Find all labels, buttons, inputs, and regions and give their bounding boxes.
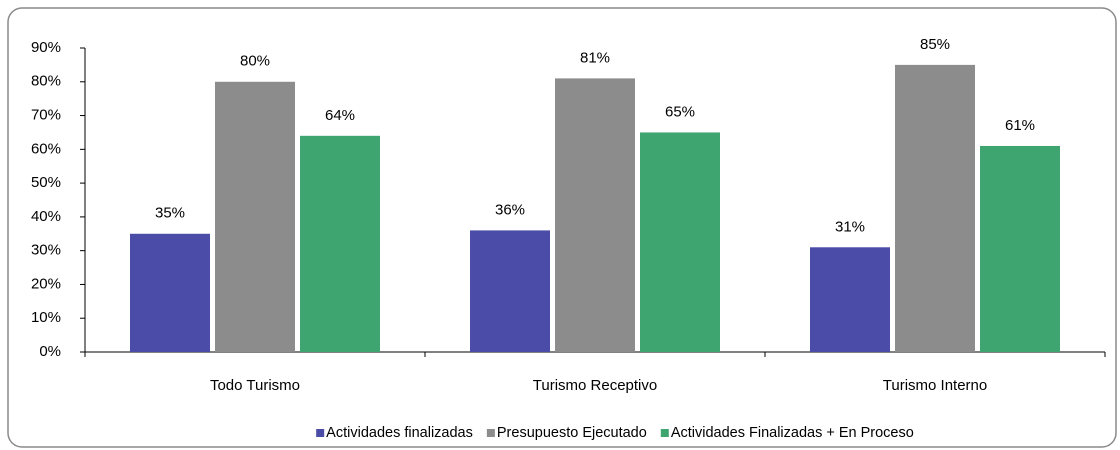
y-tick-label: 40% xyxy=(31,208,61,225)
data-label: 35% xyxy=(155,205,185,222)
data-label: 31% xyxy=(835,218,865,235)
y-tick-label: 70% xyxy=(31,107,61,124)
bar xyxy=(810,247,890,352)
bar xyxy=(215,81,295,353)
legend-swatch xyxy=(486,429,495,437)
y-tick-label: 50% xyxy=(31,174,61,191)
x-tick-label: Turismo Receptivo xyxy=(533,377,657,394)
y-tick-label: 20% xyxy=(31,275,61,292)
data-label: 85% xyxy=(920,36,950,53)
legend: Actividades finalizadas Presupuesto Ejecu… xyxy=(316,425,914,441)
y-tick-label: 80% xyxy=(31,73,61,90)
x-tick-label: Todo Turismo xyxy=(210,377,300,394)
legend-swatch xyxy=(316,429,325,437)
legend-swatch xyxy=(660,429,669,437)
y-tick-label: 10% xyxy=(31,309,61,326)
data-label: 80% xyxy=(240,53,270,70)
bar xyxy=(470,230,550,352)
y-tick-label: 0% xyxy=(39,343,61,360)
bar xyxy=(895,64,975,352)
y-tick-label: 90% xyxy=(31,39,61,56)
legend-label: Presupuesto Ejecutado xyxy=(497,425,647,441)
bar xyxy=(980,145,1060,352)
data-label: 36% xyxy=(495,201,525,218)
data-label: 61% xyxy=(1005,117,1035,134)
bar xyxy=(640,132,720,352)
y-tick-label: 60% xyxy=(31,140,61,157)
x-tick-label: Turismo Interno xyxy=(883,377,987,394)
bar xyxy=(300,135,380,352)
y-tick-label: 30% xyxy=(31,242,61,259)
legend-label: Actividades Finalizadas + En Proceso xyxy=(671,425,914,441)
bar xyxy=(555,78,635,353)
data-label: 64% xyxy=(325,107,355,124)
legend-label: Actividades finalizadas xyxy=(326,425,473,441)
data-label: 65% xyxy=(665,103,695,120)
bar xyxy=(130,233,210,352)
data-label: 81% xyxy=(580,49,610,66)
